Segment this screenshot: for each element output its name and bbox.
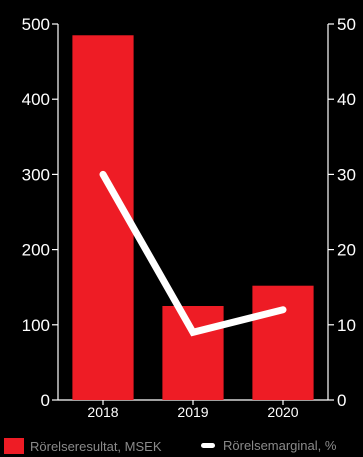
x-tick-label: 2018	[87, 404, 118, 420]
y-right-tick-label: 50	[337, 15, 356, 34]
legend-item-bars: Rörelseresultat, MSEK	[4, 438, 162, 454]
y-right-tick-label: 20	[337, 241, 356, 260]
x-tick-label: 2019	[177, 404, 208, 420]
legend-label-bars: Rörelseresultat, MSEK	[30, 438, 162, 454]
y-left-tick-label: 400	[22, 90, 50, 109]
combo-chart: 0 100 200 300 400 500 0 10 20 30 40 50 2018 2019 2020	[22, 15, 356, 420]
y-right-tick-label: 40	[337, 90, 356, 109]
bar	[252, 285, 314, 400]
x-tick-label: 2020	[267, 404, 298, 420]
y-left-tick-label: 100	[22, 316, 50, 335]
bar	[162, 306, 224, 400]
y-left-tick-label: 200	[22, 241, 50, 260]
legend: Rörelseresultat, MSEK Rörelsemarginal, %	[0, 436, 363, 457]
legend-swatch-bar	[4, 438, 24, 454]
y-right-tick-label: 10	[337, 316, 356, 335]
legend-item-line: Rörelsemarginal, %	[201, 438, 336, 453]
y-left-tick-label: 300	[22, 165, 50, 184]
y-right-tick-label: 0	[337, 391, 346, 410]
y-right-tick-label: 30	[337, 165, 356, 184]
y-left-tick-label: 0	[41, 391, 50, 410]
legend-swatch-line	[201, 443, 215, 448]
bar	[72, 35, 134, 400]
y-left-tick-label: 500	[22, 15, 50, 34]
legend-label-line: Rörelsemarginal, %	[223, 438, 337, 453]
